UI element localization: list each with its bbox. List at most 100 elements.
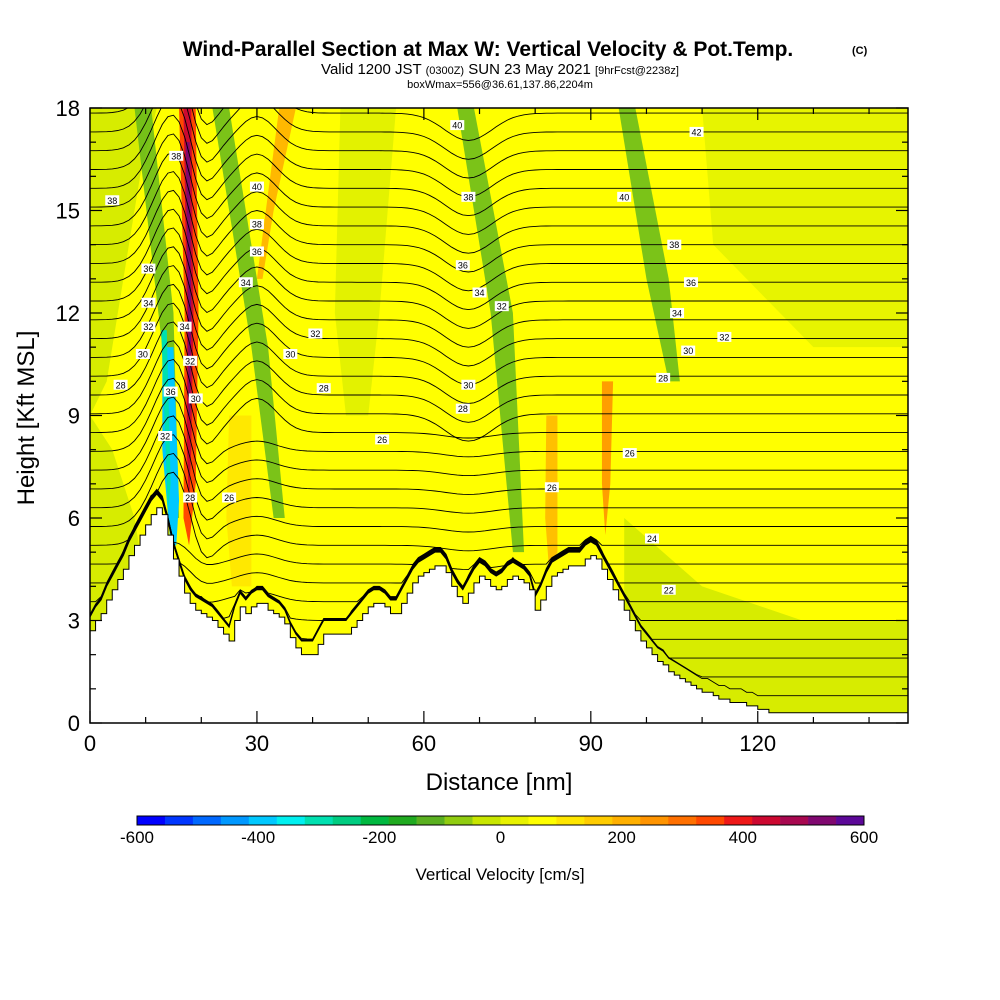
contour-label-text: 26 xyxy=(625,449,635,459)
terrain-mask xyxy=(90,507,908,723)
contour-label-text: 38 xyxy=(171,151,181,161)
band-weak-descent-top-right xyxy=(702,108,908,348)
valid-label: Valid 1200 JST xyxy=(321,61,421,78)
contour-label-22: 22 xyxy=(661,584,676,595)
contour-label-text: 22 xyxy=(664,585,674,595)
contour-label-text: 38 xyxy=(107,196,117,206)
contour-label-text: 36 xyxy=(458,261,468,271)
colorbar-swatch xyxy=(220,816,250,825)
colorbar-swatch xyxy=(500,816,529,825)
colorbar-swatch xyxy=(276,816,306,825)
colorbar-swatch xyxy=(584,816,613,825)
contour-label-30: 30 xyxy=(135,349,150,360)
contour-label-text: 28 xyxy=(185,493,195,503)
colorbar-swatch xyxy=(752,816,781,825)
valid-date: SUN 23 May 2021 xyxy=(468,61,591,78)
contour-label-text: 32 xyxy=(160,432,170,442)
contour-label-text: 32 xyxy=(719,332,729,342)
contour-label-text: 30 xyxy=(463,380,473,390)
contour-label-text: 32 xyxy=(310,329,320,339)
x-tick-label: 90 xyxy=(579,731,603,756)
colorbar-swatch xyxy=(528,816,557,825)
theta-contour-5 xyxy=(90,489,908,603)
theta-contour-26 xyxy=(90,133,908,235)
contour-label-text: 34 xyxy=(475,288,485,298)
plot-area: 38 36 34 32 30 28 38 34 32 30 36 32 28 26 40 38 36 34 32 30… xyxy=(90,108,908,723)
x-axis-label: Distance [nm] xyxy=(426,769,573,796)
contour-label-24: 24 xyxy=(645,533,660,544)
contour-label-text: 30 xyxy=(191,394,201,404)
x-tick-label: 60 xyxy=(412,731,436,756)
theta-contour-25 xyxy=(90,152,908,254)
contour-label-text: 28 xyxy=(319,384,329,394)
colorbar-swatch xyxy=(668,816,697,825)
theta-contour-10 xyxy=(90,434,908,521)
y-tick-label: 3 xyxy=(68,609,80,634)
contour-label-text: 24 xyxy=(647,534,657,544)
valid-utc: (0300Z) xyxy=(426,65,465,77)
contour-label-26: 26 xyxy=(622,448,637,459)
contour-label-32: 32 xyxy=(717,331,732,342)
colorbar-swatch xyxy=(137,816,166,825)
colorbar-tick-label: 0 xyxy=(496,828,505,847)
contour-label-30: 30 xyxy=(283,349,298,360)
x-tick-label: 30 xyxy=(245,731,269,756)
contour-label-text: 34 xyxy=(672,309,682,319)
contour-labels: 38 36 34 32 30 28 38 34 32 30 36 32 28 26 40 38 36 34 32 30… xyxy=(105,120,732,595)
y-tick-label: 9 xyxy=(68,404,80,429)
contour-label-28: 28 xyxy=(316,383,331,394)
contour-label-38: 38 xyxy=(169,150,184,161)
colorbar-swatch xyxy=(696,816,725,825)
contour-label-text: 38 xyxy=(669,240,679,250)
band-updraft-plume-upper xyxy=(256,108,296,279)
contour-label-text: 36 xyxy=(143,264,153,274)
colorbar-tick-label: 400 xyxy=(729,828,757,847)
theta-contour-3 xyxy=(90,491,908,640)
theta-contour-23 xyxy=(90,189,908,292)
theta-contour-24 xyxy=(90,171,908,273)
band-descent-ribbon-3 xyxy=(457,108,525,553)
y-tick-label: 0 xyxy=(68,711,80,736)
theta-contour-8 xyxy=(90,471,908,559)
contour-label-text: 32 xyxy=(497,302,507,312)
colorbar-swatch xyxy=(360,816,389,825)
theta-contour-29 xyxy=(90,108,908,179)
theta-contour-21 xyxy=(90,227,908,329)
colorbar-frame xyxy=(136,815,865,826)
contour-label-30: 30 xyxy=(461,379,476,390)
contour-label-30: 30 xyxy=(681,345,696,356)
contour-label-text: 34 xyxy=(143,298,153,308)
contour-label-text: 36 xyxy=(166,387,176,397)
colorbar-tick-label: 200 xyxy=(607,828,635,847)
colorbar-tick-label: 600 xyxy=(850,828,878,847)
contour-label-32: 32 xyxy=(183,355,198,366)
theta-contour-7 xyxy=(90,488,908,571)
x-axis-ticks: 0 30 60 90 120 xyxy=(84,108,870,756)
contour-label-text: 30 xyxy=(138,350,148,360)
colorbar-swatch xyxy=(164,816,194,825)
contour-label-text: 28 xyxy=(658,373,668,383)
colorbar-swatch xyxy=(640,816,669,825)
contour-label-26: 26 xyxy=(375,434,390,445)
contour-label-text: 40 xyxy=(452,121,462,131)
theta-contour-11 xyxy=(90,415,908,502)
colorbar-swatch xyxy=(248,816,278,825)
theta-contour-27 xyxy=(90,114,908,217)
colorbar-swatch xyxy=(332,816,361,825)
contour-label-text: 38 xyxy=(463,192,473,202)
copyright-mark: (C) xyxy=(852,45,868,57)
contour-label-42: 42 xyxy=(689,126,704,137)
theta-contour-20 xyxy=(90,246,908,348)
theta-contour-15 xyxy=(90,340,908,442)
contour-label-36: 36 xyxy=(249,246,264,257)
colorbar: -600 -400 -200 0 200 400 600 xyxy=(120,815,878,847)
band-descent-ribbon-2 xyxy=(212,108,285,518)
theta-contour-14 xyxy=(90,358,908,445)
theta-contour-9 xyxy=(90,452,908,540)
colorbar-swatch xyxy=(304,816,334,825)
contour-label-28: 28 xyxy=(183,492,198,503)
x-tick-label: 0 xyxy=(84,731,96,756)
colorbar-swatch xyxy=(836,816,865,825)
x-tick-label: 120 xyxy=(739,731,776,756)
